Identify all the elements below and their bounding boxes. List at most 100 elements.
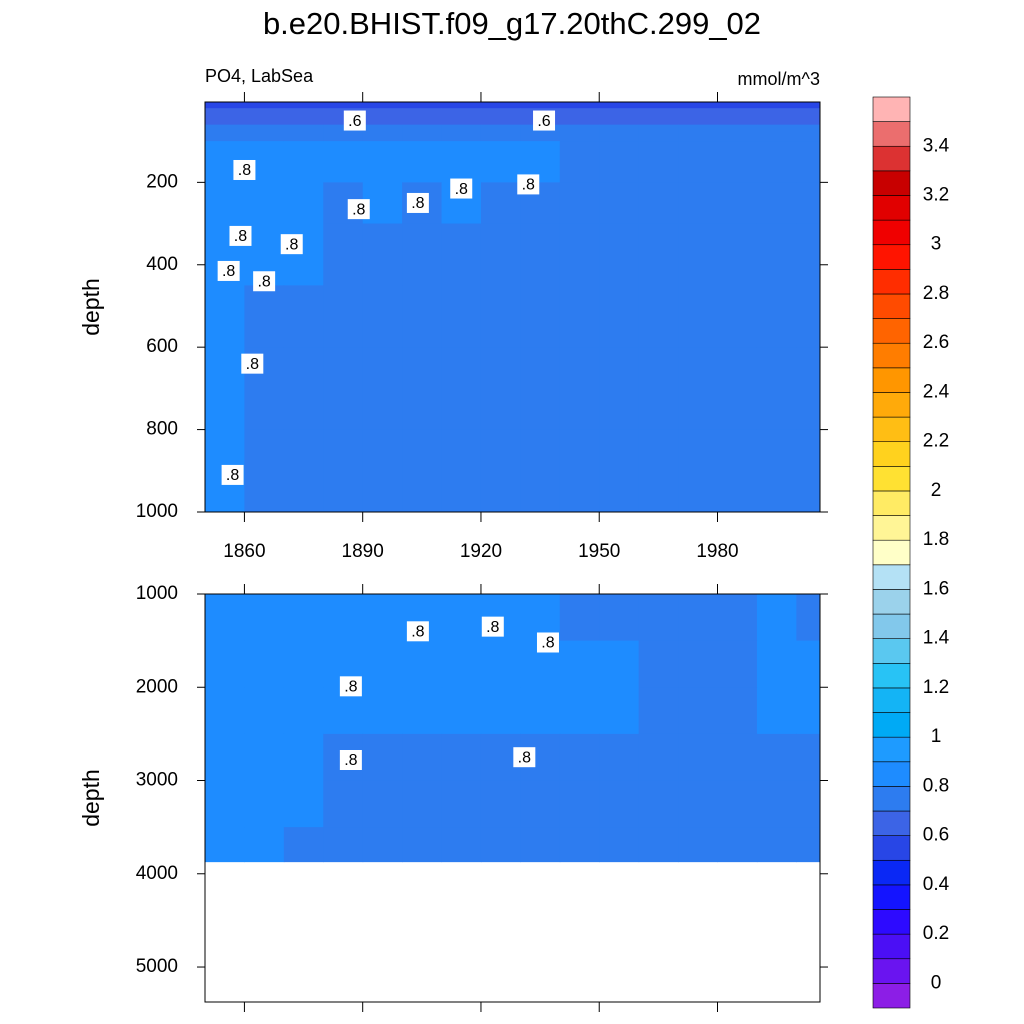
contour-label: .8 [352, 201, 365, 218]
contour-cell [283, 347, 324, 431]
colorbar-box [872, 662, 911, 689]
chart-title: b.e20.BHIST.f09_g17.20thC.299_02 [263, 6, 761, 41]
contour-cell [756, 141, 797, 183]
x-tick-label: 1950 [578, 541, 620, 562]
contour-cell [480, 141, 521, 183]
colorbar-label: 2.4 [923, 381, 950, 402]
contour-cell [717, 827, 758, 863]
contour-label: .8 [234, 228, 247, 245]
contour-cell [599, 594, 640, 642]
colorbar-box [872, 367, 911, 393]
contour-cell [402, 687, 443, 735]
contour-cell [244, 640, 285, 688]
colorbar-box [872, 490, 911, 516]
contour-cell [638, 687, 679, 735]
contour-cell [402, 285, 443, 348]
contour-cell [244, 733, 285, 782]
colorbar-box [872, 466, 911, 492]
contour-cell [362, 347, 403, 431]
contour-cell [283, 687, 324, 735]
contour-cell [362, 285, 403, 348]
colorbar-box [872, 121, 911, 147]
plot-frame [204, 593, 821, 1003]
x-tick-label: 1920 [460, 541, 502, 562]
colorbar-box [872, 884, 911, 910]
colorbar-label: 0.6 [923, 825, 949, 846]
contour-cell [283, 594, 324, 642]
contour-cell [520, 827, 561, 863]
contour-cell [402, 141, 443, 183]
contour-cell [402, 102, 443, 109]
contour-cell [559, 223, 600, 286]
colorbar-box [872, 933, 911, 960]
contour-cell [283, 733, 324, 782]
contour-cell [678, 285, 718, 348]
contour-cell [441, 687, 482, 735]
contour-cell [480, 827, 521, 863]
contour-cell [244, 182, 285, 225]
colorbar-box [872, 539, 911, 566]
contour-cell [520, 687, 561, 735]
colorbar-box [872, 909, 911, 935]
contour-cell [205, 124, 245, 142]
y-tick-label: 600 [146, 336, 178, 357]
contour-cell [638, 223, 679, 286]
colorbar-box [872, 145, 911, 172]
contour-label: .8 [411, 195, 424, 212]
contour-cell [480, 640, 521, 688]
y-tick-label: 200 [146, 171, 178, 192]
contour-label-box [221, 464, 244, 485]
contour-cell [480, 108, 521, 126]
contour-cell [638, 733, 679, 782]
contour-cell [678, 141, 718, 183]
contour-label-box [229, 225, 252, 246]
contour-cell [796, 102, 821, 109]
contour-cell [362, 223, 403, 286]
contour-cell [678, 827, 718, 863]
contour-cell [559, 124, 600, 142]
contour-cell [559, 141, 600, 183]
contour-cell [362, 687, 403, 735]
contour-cell [717, 285, 758, 348]
contour-label-box [481, 616, 504, 637]
contour-cell [441, 347, 482, 431]
colorbar-box [872, 219, 911, 246]
contour-cell [678, 124, 718, 142]
contour-label-box [533, 110, 556, 131]
colorbar-box [872, 293, 911, 319]
contour-cell [520, 102, 561, 109]
contour-label-box [280, 234, 303, 255]
contour-cell [283, 640, 324, 688]
contour-cell [402, 429, 443, 513]
contour-cell [559, 594, 600, 642]
contour-label-box [339, 749, 362, 770]
colorbar-label: 1 [931, 726, 942, 747]
contour-label-box [233, 159, 256, 180]
contour-cell [323, 827, 364, 863]
colorbar-label: 0 [931, 972, 942, 993]
y-tick-label: 5000 [136, 956, 178, 977]
y-tick-label: 4000 [136, 863, 178, 884]
contour-label: .8 [522, 177, 535, 194]
contour-cell [402, 733, 443, 782]
contour-cell [599, 733, 640, 782]
contour-cell [756, 640, 797, 688]
contour-label-box [217, 260, 240, 281]
contour-cell [205, 102, 245, 109]
contour-cell [323, 285, 364, 348]
contour-label-box [513, 747, 536, 768]
contour-cell [678, 687, 718, 735]
contour-cell [678, 182, 718, 225]
contour-cell [480, 429, 521, 513]
contour-cell [402, 124, 443, 142]
contour-cell [520, 780, 561, 828]
contour-cell [283, 182, 324, 225]
contour-cell [756, 429, 797, 513]
colorbar-label: 1.6 [923, 578, 949, 599]
contour-cell [402, 108, 443, 126]
contour-label: .8 [486, 619, 499, 636]
contour-label: .8 [222, 263, 235, 280]
contour-cell [323, 141, 364, 183]
contour-cell [559, 347, 600, 431]
